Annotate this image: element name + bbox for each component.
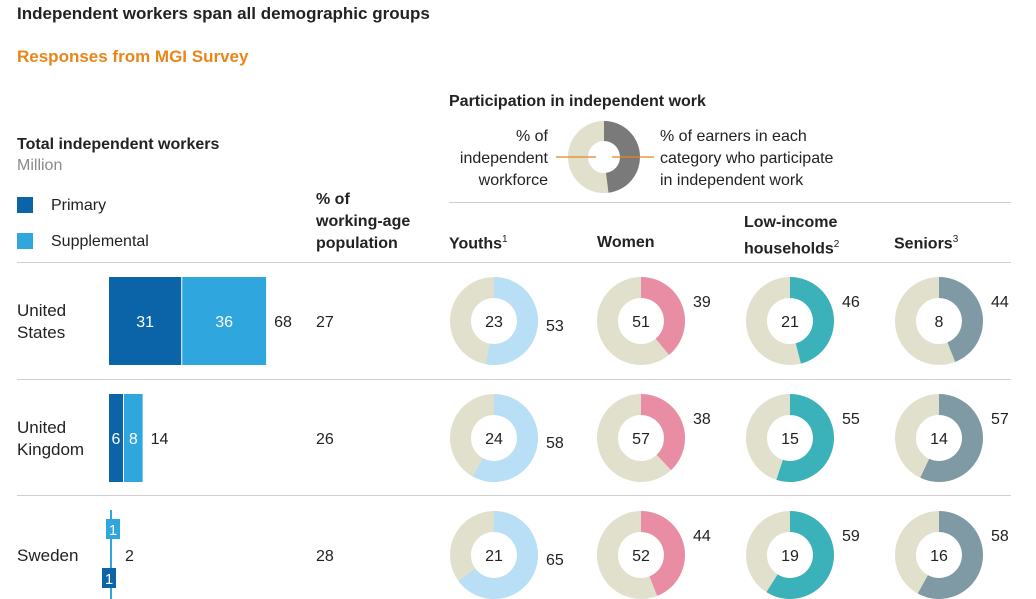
bar-primary-united-states — [109, 277, 182, 365]
bar-supplemental-sweden — [106, 519, 120, 539]
pct-working-age-sweden: 28 — [316, 548, 334, 565]
bar-total-label-united-states: 68 — [274, 314, 292, 331]
donut-participation-label-united-kingdom-low-income-households: 55 — [842, 411, 860, 428]
participation-left-label: % of independent workforce — [420, 126, 548, 192]
row-divider-2 — [17, 379, 1011, 380]
bar-supplemental-label-united-kingdom: 8 — [129, 431, 138, 448]
bar-supplemental-label-united-states: 36 — [215, 314, 233, 331]
legend-label-supplemental: Supplemental — [51, 233, 149, 250]
donut-workforce-label-united-kingdom-seniors: 14 — [930, 431, 948, 448]
country-name-united-kingdom-line-1: United — [17, 418, 66, 437]
right-label-line-1: % of earners in each — [660, 128, 807, 145]
participation-divider — [449, 202, 1011, 203]
donut-participation-united-kingdom-youths — [472, 394, 538, 482]
bar-supplemental-united-states — [182, 277, 267, 365]
donut-participation-united-states-youths — [485, 277, 538, 365]
pct-header-line-3: population — [316, 235, 398, 252]
row-divider-3 — [17, 495, 1011, 496]
donut-participation-label-united-kingdom-women: 38 — [693, 411, 711, 428]
donut-workforce-label-sweden-low-income-households: 19 — [781, 548, 799, 565]
total-workers-title: Total independent workers — [17, 136, 220, 153]
legend-swatch-primary — [17, 197, 33, 213]
donut-participation-label-united-states-seniors: 44 — [991, 294, 1009, 311]
row-divider-1 — [17, 262, 1011, 263]
category-label-seniors: Seniors — [894, 235, 953, 253]
right-label-line-3: in independent work — [660, 172, 804, 189]
bar-total-label-sweden: 2 — [125, 548, 134, 565]
category-header-women: Women — [597, 234, 654, 252]
footnote-marker-2: 2 — [833, 239, 840, 250]
bar-primary-label-sweden: 1 — [105, 571, 113, 588]
donut-workforce-label-united-kingdom-low-income-households: 15 — [781, 431, 799, 448]
donut-workforce-label-united-states-seniors: 8 — [935, 314, 944, 331]
footnote-marker-3: 3 — [952, 234, 959, 245]
legend-swatch-supplemental — [17, 233, 33, 249]
left-label-line-3: workforce — [478, 172, 548, 189]
donut-participation-label-united-states-women: 39 — [693, 294, 711, 311]
donut-participation-label-sweden-seniors: 58 — [991, 528, 1009, 545]
right-label-line-2: category who participate — [660, 150, 834, 167]
donut-participation-label-sweden-women: 44 — [693, 528, 711, 545]
donut-participation-united-states-low-income-households — [790, 277, 835, 364]
bar-stem-sweden — [110, 510, 112, 599]
donut-workforce-label-united-states-low-income-households: 21 — [781, 314, 799, 331]
bar-supplemental-label-sweden: 1 — [109, 522, 117, 539]
donut-participation-label-united-kingdom-youths: 58 — [546, 435, 564, 452]
category-header-youths: Youths1 — [449, 234, 508, 253]
pct-working-age-header: % of working-age population — [316, 189, 410, 255]
donut-participation-sweden-women — [641, 511, 685, 596]
left-label-line-2: independent — [459, 150, 548, 167]
chart-subtitle: Responses from MGI Survey — [17, 47, 249, 66]
donut-participation-sweden-youths — [458, 511, 538, 599]
country-name-sweden: Sweden — [17, 546, 78, 565]
pct-header-line-1: % of — [316, 191, 350, 208]
legend-label-primary: Primary — [51, 197, 107, 214]
donut-participation-sweden-low-income-households — [766, 511, 835, 599]
participation-right-label: % of earners in each category who partic… — [660, 126, 833, 192]
chart-title: Independent workers span all demographic… — [17, 4, 430, 23]
pct-header-line-2: working-age — [316, 213, 411, 230]
bar-primary-label-united-states: 31 — [136, 314, 154, 331]
category-label-women: Women — [597, 234, 655, 251]
donut-participation-united-kingdom-seniors — [920, 394, 984, 483]
total-workers-unit: Million — [17, 157, 63, 174]
category-label-youths: Youths — [449, 235, 503, 253]
pct-working-age-united-states: 27 — [316, 314, 334, 331]
donut-workforce-label-united-states-youths: 23 — [485, 314, 503, 331]
bar-primary-label-united-kingdom: 6 — [112, 431, 121, 448]
category-label-low-income-line-2: households — [744, 240, 834, 258]
donut-participation-label-sweden-youths: 65 — [546, 552, 564, 569]
donut-participation-label-united-states-low-income-households: 46 — [842, 294, 860, 311]
donut-participation-label-sweden-low-income-households: 59 — [842, 528, 860, 545]
donut-workforce-label-united-kingdom-women: 57 — [632, 431, 650, 448]
donut-participation-label-united-states-youths: 53 — [546, 318, 564, 335]
category-header-low-income: Low-income households2 — [744, 212, 839, 260]
bar-primary-united-kingdom — [109, 394, 123, 482]
bar-supplemental-united-kingdom — [123, 394, 143, 482]
footnote-marker-1: 1 — [502, 234, 508, 245]
bar-primary-sweden — [102, 568, 116, 588]
participation-title: Participation in independent work — [449, 93, 706, 110]
donut-workforce-label-united-kingdom-youths: 24 — [485, 431, 503, 448]
category-label-low-income-line-1: Low-income — [744, 214, 838, 231]
pct-working-age-united-kingdom: 26 — [316, 431, 334, 448]
category-header-seniors: Seniors3 — [894, 234, 958, 253]
donut-workforce-label-sweden-youths: 21 — [485, 548, 503, 565]
donut-participation-sweden-seniors — [917, 511, 984, 599]
left-label-line-1: % of — [515, 128, 548, 145]
donut-workforce-label-united-states-women: 51 — [632, 314, 650, 331]
donut-participation-united-states-seniors — [939, 277, 984, 362]
country-name-united-kingdom-line-2: Kingdom — [17, 440, 84, 459]
bar-total-label-united-kingdom: 14 — [151, 431, 169, 448]
donut-participation-label-united-kingdom-seniors: 57 — [991, 411, 1009, 428]
donut-participation-united-states-women — [641, 277, 686, 355]
donut-workforce-label-sweden-seniors: 16 — [930, 548, 948, 565]
donut-participation-united-kingdom-low-income-households — [776, 394, 835, 483]
country-name-united-states-line-1: United — [17, 301, 66, 320]
donut-participation-united-kingdom-women — [641, 394, 685, 471]
country-name-united-states-line-2: States — [17, 323, 65, 342]
donut-workforce-label-sweden-women: 52 — [632, 548, 650, 565]
